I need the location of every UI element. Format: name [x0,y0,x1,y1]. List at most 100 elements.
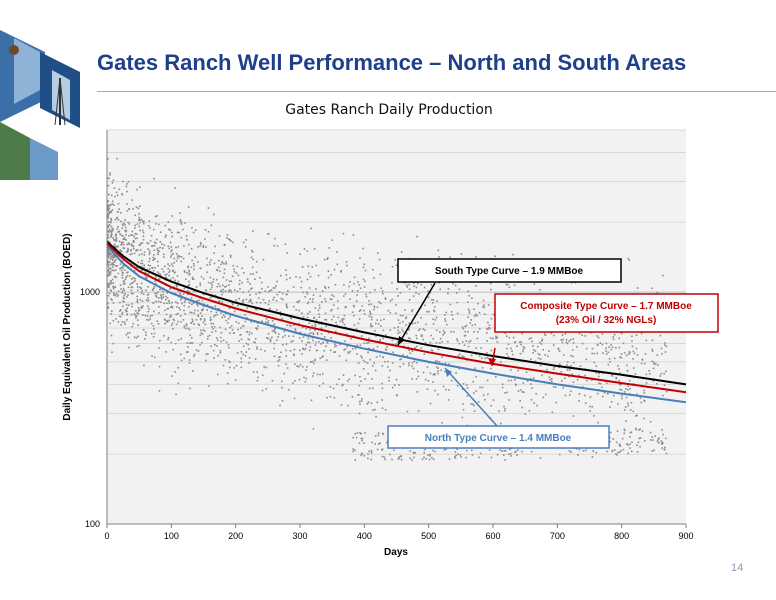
scatter-point [394,259,396,261]
scatter-point [315,288,317,290]
scatter-point [424,304,426,307]
scatter-point [307,337,310,340]
scatter-point [186,290,189,292]
scatter-point [562,338,564,341]
scatter-point [439,331,441,333]
scatter-point [121,292,123,294]
scatter-point [368,341,370,344]
scatter-point [626,369,629,372]
scatter-point [318,385,321,387]
scatter-point [312,294,315,296]
scatter-point [445,448,447,450]
scatter-point [509,448,511,451]
scatter-point [499,449,501,451]
scatter-point [176,255,179,257]
scatter-point [512,336,515,339]
scatter-point [249,288,252,290]
scatter-point [414,322,416,324]
scatter-point [372,268,374,271]
scatter-point [267,286,269,288]
scatter-point [246,278,249,280]
scatter-point [432,373,435,376]
scatter-point [281,292,284,295]
scatter-point [408,349,410,352]
scatter-point [158,347,160,349]
scatter-point [364,432,366,434]
scatter-point [163,253,165,256]
scatter-point [399,358,401,361]
scatter-point [557,348,560,351]
scatter-point [416,391,419,393]
scatter-point [152,336,155,338]
scatter-point [458,288,461,291]
scatter-point [441,340,443,343]
scatter-point [123,300,125,303]
scatter-point [449,256,451,258]
scatter-point [163,302,165,305]
scatter-point [125,304,128,306]
scatter-point [521,450,523,453]
scatter-point [233,271,236,273]
scatter-point [345,389,348,391]
scatter-point [158,306,160,308]
scatter-point [207,353,209,355]
scatter-point [182,257,185,260]
scatter-point [624,406,627,408]
scatter-point [228,239,231,241]
scatter-point [542,349,544,351]
scatter-point [354,449,356,452]
scatter-point [249,294,251,296]
scatter-point [185,324,188,327]
scatter-point [259,291,261,294]
scatter-point [224,290,227,292]
scatter-point [229,326,231,329]
scatter-point [147,297,149,299]
scatter-point [317,274,320,277]
scatter-point [170,254,173,256]
scatter-point [169,229,172,231]
scatter-point [136,237,138,239]
scatter-point [370,325,373,328]
scatter-point [111,203,114,205]
scatter-point [327,276,330,279]
scatter-point [195,319,198,321]
scatter-point [488,324,491,326]
scatter-point [283,330,285,333]
scatter-point [442,330,445,332]
scatter-point [250,256,253,259]
scatter-point [136,188,138,191]
scatter-point [251,266,254,269]
scatter-point [334,284,337,286]
scatter-point [110,217,112,220]
scatter-point [375,322,377,325]
scatter-point [562,387,565,389]
scatter-point [442,334,444,336]
scatter-point [479,452,482,455]
scatter-point [187,206,190,208]
scatter-point [113,269,115,272]
scatter-point [248,338,251,341]
scatter-point [121,321,124,323]
scatter-point [124,323,126,325]
scatter-point [618,451,621,453]
scatter-point [142,231,145,234]
scatter-point [331,308,333,311]
scatter-point [591,406,594,408]
scatter-point [323,258,326,261]
scatter-point [381,290,384,292]
scatter-point [474,323,476,326]
scatter-point [625,396,628,399]
scatter-point [495,335,497,338]
scatter-point [406,286,408,288]
scatter-point [194,229,197,231]
scatter-point [334,345,336,348]
scatter-point [188,271,190,273]
scatter-point [290,325,292,327]
scatter-point [114,218,117,221]
scatter-point [203,319,206,322]
scatter-point [261,287,263,290]
scatter-point [256,379,259,382]
scatter-point [219,351,222,354]
scatter-point [120,211,122,214]
scatter-point [405,284,408,286]
